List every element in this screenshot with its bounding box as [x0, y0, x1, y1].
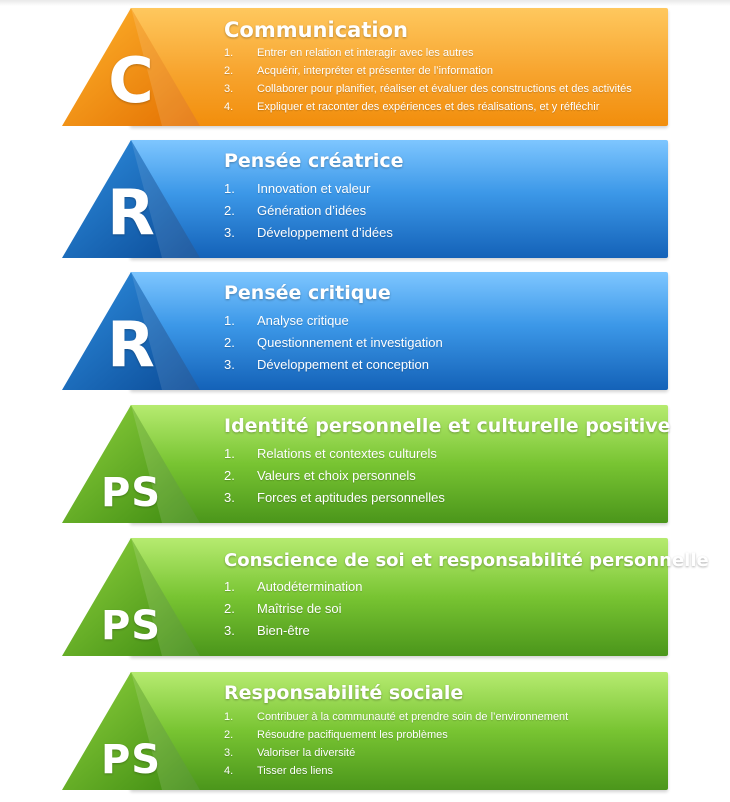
- competency-communication: C Communication 1. Entrer en relation et …: [62, 8, 668, 126]
- sub-competency-list: 1. Contribuer à la communauté et prendre …: [224, 708, 568, 780]
- band-background: [130, 8, 668, 126]
- competency-title: Identité personnelle et culturelle posit…: [224, 415, 671, 437]
- list-item: 3. Développement d’idées: [224, 225, 393, 240]
- competency-letter: PS: [100, 737, 162, 783]
- list-item: 1. Analyse critique: [224, 313, 349, 328]
- competency-critical-thinking: R Pensée critique 1. Analyse critique 2. Q…: [62, 272, 668, 390]
- list-item: 3. Développement et conception: [224, 357, 430, 372]
- competency-letter: C: [108, 44, 154, 117]
- list-item: 3. Valoriser la diversité: [224, 747, 356, 759]
- list-item: 2. Questionnement et investigation: [224, 335, 443, 350]
- list-item: 1. Contribuer à la communauté et prendre …: [224, 711, 569, 723]
- band-background: [130, 405, 668, 523]
- competency-letter: PS: [100, 470, 162, 516]
- sub-competency-list: 1. Entrer en relation et interagir avec l…: [224, 44, 632, 116]
- band-background: [130, 538, 668, 656]
- competency-letter: R: [107, 308, 155, 381]
- list-item: 1. Entrer en relation et interagir avec l…: [224, 47, 474, 59]
- list-item: 4. Tisser des liens: [224, 765, 334, 777]
- list-item: 3. Forces et aptitudes personnelles: [224, 490, 445, 505]
- competency-letter: R: [107, 176, 155, 249]
- competency-social-responsibility: PS Responsabilité sociale 1. Contribuer à…: [62, 672, 668, 790]
- sub-competency-list: 1. Innovation et valeur 2. Génération d’id…: [224, 178, 393, 244]
- competency-title: Pensée critique: [224, 282, 391, 304]
- list-item: 1. Relations et contextes culturels: [224, 446, 437, 461]
- list-item: 3. Collaborer pour planifier, réaliser et…: [224, 83, 632, 95]
- competency-personal-identity: PS Identité personnelle et culturelle po…: [62, 405, 671, 523]
- competency-title: Responsabilité sociale: [224, 682, 464, 704]
- triangle-icon: [62, 140, 200, 258]
- competency-letter: PS: [100, 603, 162, 649]
- triangle-icon: [62, 405, 200, 523]
- triangle-icon: [62, 672, 200, 790]
- competency-title: Communication: [224, 18, 408, 42]
- triangle-icon: [62, 8, 200, 126]
- triangle-icon: [62, 538, 200, 656]
- list-item: 2. Résoudre pacifiquement les problèmes: [224, 729, 448, 741]
- list-item: 2. Acquérir, interpréter et présenter de …: [224, 65, 494, 77]
- competency-title: Pensée créatrice: [224, 150, 404, 172]
- band-background: [130, 672, 668, 790]
- list-item: 2. Génération d’idées: [224, 203, 367, 218]
- competency-creative-thinking: R Pensée créatrice 1. Innovation et valeu…: [62, 140, 668, 258]
- sub-competency-list: 1. Autodétermination 2. Maîtrise de soi 3.…: [224, 576, 363, 642]
- list-item: 1. Innovation et valeur: [224, 181, 371, 196]
- competency-title: Conscience de soi et responsabilité pers…: [224, 550, 709, 571]
- list-item: 3. Bien-être: [224, 623, 310, 638]
- top-divider: [0, 0, 730, 6]
- list-item: 2. Valeurs et choix personnels: [224, 468, 416, 483]
- sub-competency-list: 1. Analyse critique 2. Questionnement et i…: [224, 310, 443, 376]
- band-background: [130, 272, 668, 390]
- sub-competency-list: 1. Relations et contextes culturels 2. Val…: [224, 443, 445, 509]
- list-item: 4. Expliquer et raconter des expériences …: [224, 101, 600, 113]
- list-item: 1. Autodétermination: [224, 579, 363, 594]
- list-item: 2. Maîtrise de soi: [224, 601, 342, 616]
- competency-self-awareness: PS Conscience de soi et responsabilité p…: [62, 538, 709, 656]
- band-background: [130, 140, 668, 258]
- triangle-icon: [62, 272, 200, 390]
